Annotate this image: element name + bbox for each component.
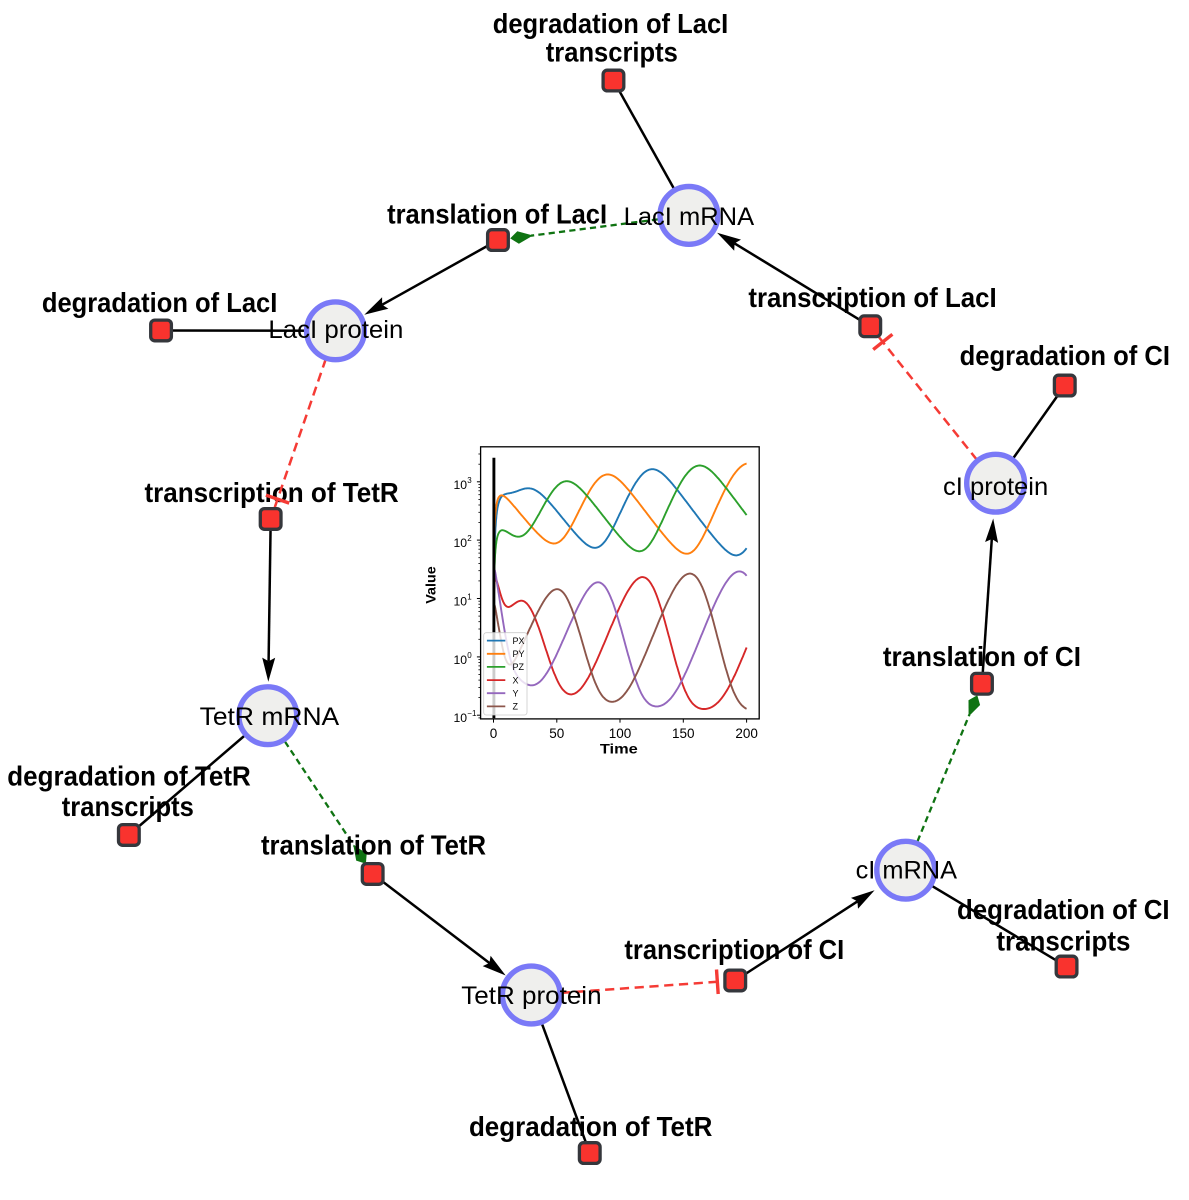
svg-text:transcription of TetR: transcription of TetR [144, 477, 398, 508]
svg-text:Z: Z [513, 702, 519, 712]
svg-text:Value: Value [424, 566, 439, 604]
svg-text:cI mRNA: cI mRNA [856, 856, 958, 884]
svg-text:transcripts: transcripts [996, 925, 1130, 956]
svg-text:10: 10 [453, 653, 467, 667]
svg-text:Y: Y [513, 688, 519, 698]
svg-text:0: 0 [467, 651, 472, 660]
svg-text:degradation of CI: degradation of CI [960, 340, 1170, 371]
svg-text:transcription of LacI: transcription of LacI [748, 282, 996, 313]
svg-text:10: 10 [453, 478, 467, 492]
svg-text:transcripts: transcripts [546, 36, 678, 67]
svg-text:10: 10 [453, 536, 467, 550]
svg-text:TetR mRNA: TetR mRNA [200, 703, 340, 731]
svg-text:100: 100 [609, 726, 632, 741]
svg-text:degradation of LacI: degradation of LacI [42, 287, 278, 318]
svg-text:degradation of LacI: degradation of LacI [493, 8, 729, 39]
svg-text:translation of CI: translation of CI [883, 641, 1081, 672]
svg-text:2: 2 [467, 534, 472, 543]
svg-text:LacI mRNA: LacI mRNA [624, 203, 755, 231]
svg-text:PZ: PZ [513, 662, 525, 672]
svg-text:Time: Time [600, 742, 638, 757]
svg-text:degradation of TetR: degradation of TetR [7, 761, 251, 792]
svg-text:X: X [513, 675, 519, 685]
svg-text:PY: PY [513, 649, 525, 659]
svg-text:translation of LacI: translation of LacI [387, 199, 607, 230]
svg-text:3: 3 [467, 476, 472, 485]
svg-text:0: 0 [490, 726, 498, 741]
svg-text:transcription of CI: transcription of CI [624, 934, 844, 965]
svg-text:10: 10 [453, 595, 467, 609]
svg-text:150: 150 [672, 726, 695, 741]
svg-text:degradation of TetR: degradation of TetR [469, 1111, 713, 1142]
svg-text:1: 1 [467, 593, 472, 602]
svg-text:degradation of CI: degradation of CI [957, 894, 1170, 925]
svg-text:200: 200 [735, 726, 758, 741]
svg-text:−1: −1 [467, 709, 477, 718]
svg-text:translation of TetR: translation of TetR [261, 830, 486, 861]
svg-text:transcripts: transcripts [62, 791, 194, 822]
svg-text:TetR protein: TetR protein [461, 982, 601, 1010]
svg-text:10: 10 [453, 711, 467, 725]
svg-text:cI protein: cI protein [943, 473, 1048, 501]
svg-text:LacI protein: LacI protein [268, 316, 403, 344]
svg-text:50: 50 [549, 726, 564, 741]
svg-text:PX: PX [513, 636, 525, 646]
